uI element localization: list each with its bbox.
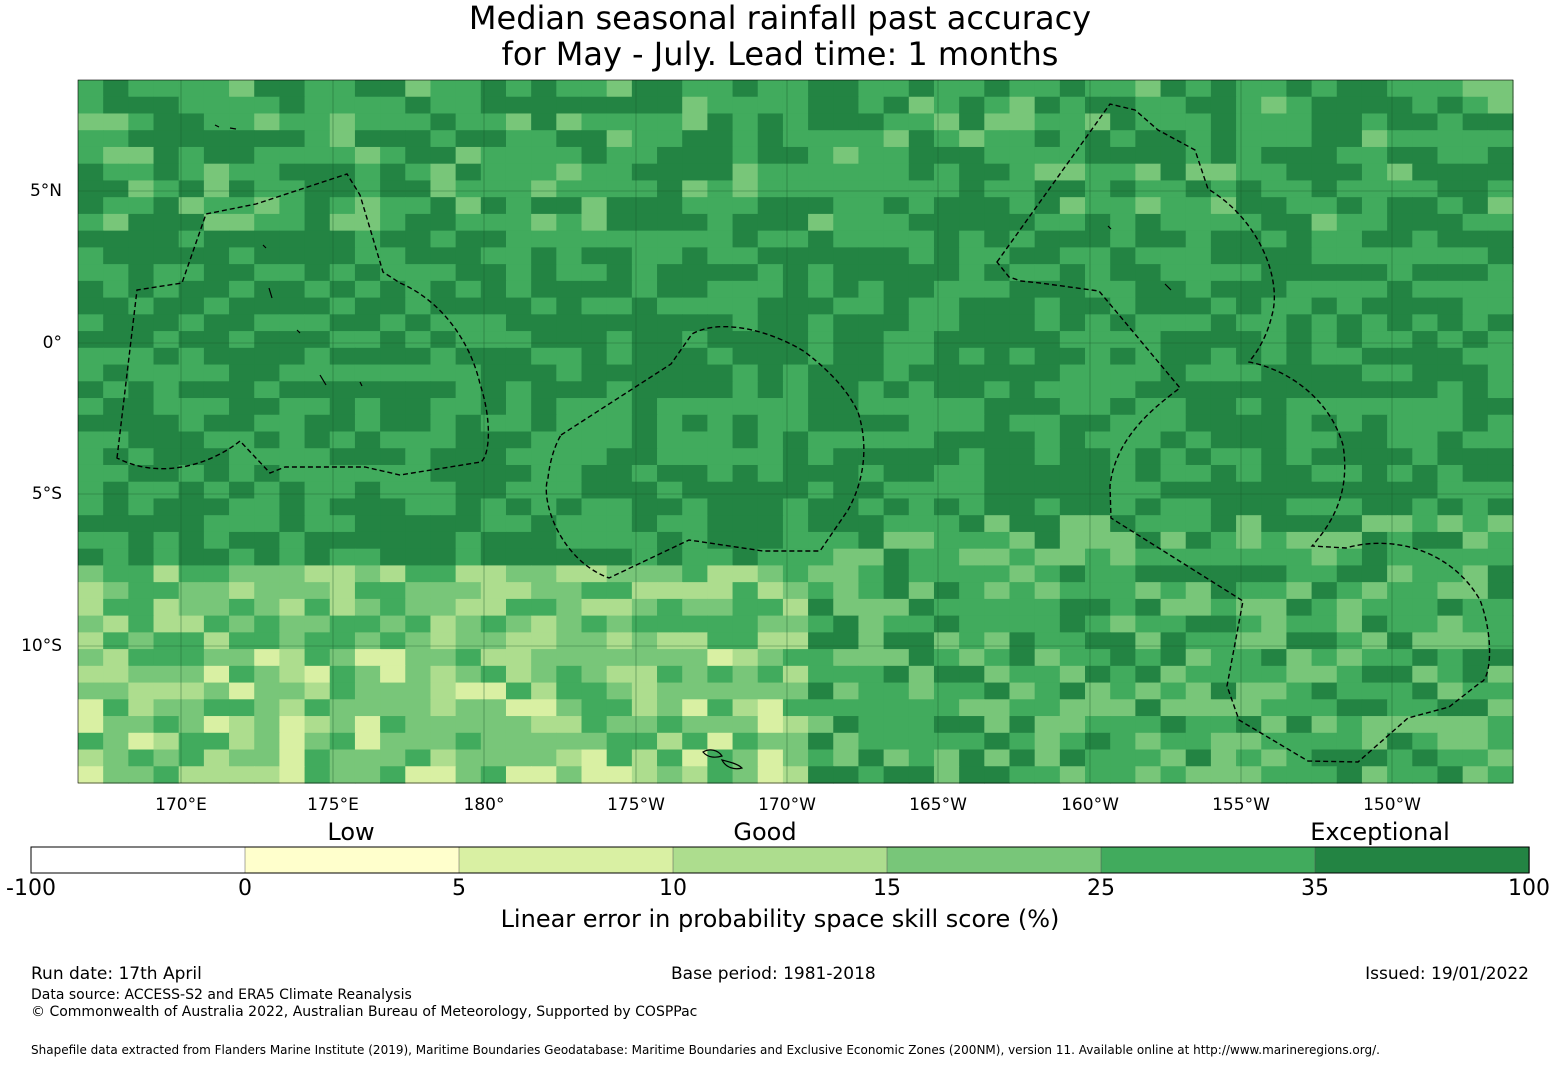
data-source: Data source: ACCESS-S2 and ERA5 Climate … (31, 987, 412, 1003)
colorbar-segment (672, 846, 888, 874)
colorbar-segment (244, 846, 460, 874)
map-frame (77, 79, 1514, 784)
colorbar-tick: 10 (659, 876, 687, 901)
colorbar-segment (1314, 846, 1530, 874)
islands-coastlines (214, 124, 1172, 770)
lat-label-10s: 10°S (21, 636, 62, 656)
colorbar-tick: 35 (1301, 876, 1329, 901)
map-title-line-2: for May - July. Lead time: 1 months (501, 35, 1059, 73)
colorbar-tick: -100 (6, 876, 56, 901)
colorbar-tick: 15 (873, 876, 901, 901)
shapefile-credit: Shapefile data extracted from Flanders M… (31, 1043, 1380, 1057)
lon-label-155w: 155°W (1212, 795, 1270, 815)
island-group-north (214, 124, 1172, 387)
lon-label-170e: 170°E (155, 795, 207, 815)
eez-boundaries (116, 103, 1491, 763)
lon-label-170w: 170°W (758, 795, 816, 815)
lat-label-5s: 5°S (31, 484, 62, 504)
category-exceptional: Exceptional (1310, 818, 1450, 846)
lat-label-5n: 5°N (29, 181, 62, 201)
colorbar-frame (30, 846, 1530, 874)
lon-label-175e: 175°E (307, 795, 359, 815)
run-date: Run date: 17th April (31, 964, 202, 984)
eez-boundary-east (996, 103, 1491, 763)
copyright-notice: © Commonwealth of Australia 2022, Austra… (31, 1004, 698, 1020)
lon-label-180: 180° (463, 795, 505, 815)
colorbar-segment (1100, 846, 1316, 874)
category-low: Low (327, 818, 375, 846)
map-title: Median seasonal rainfall past accuracy f… (0, 0, 1560, 72)
colorbar-tick: 0 (238, 876, 252, 901)
colorbar (30, 846, 1530, 874)
colorbar-tick: 5 (452, 876, 466, 901)
colorbar-segment (458, 846, 674, 874)
colorbar-tick: 25 (1087, 876, 1115, 901)
colorbar-segment (30, 846, 246, 874)
issued-date: Issued: 19/01/2022 (1365, 964, 1529, 984)
eez-boundary-central (545, 325, 865, 579)
category-good: Good (733, 818, 797, 846)
lon-label-175w: 175°W (607, 795, 665, 815)
graticule-lines (78, 80, 1513, 783)
colorbar-axis-title: Linear error in probability space skill … (500, 905, 1060, 933)
base-period: Base period: 1981-2018 (671, 964, 876, 984)
colorbar-tick: 100 (1508, 876, 1550, 901)
samoa-island-east (720, 759, 744, 770)
lat-label-0: 0° (42, 333, 62, 353)
lon-label-165w: 165°W (909, 795, 967, 815)
eez-boundary-west (116, 173, 490, 476)
map-title-line-1: Median seasonal rainfall past accuracy (468, 0, 1092, 37)
samoa-island (702, 749, 723, 758)
colorbar-segment (886, 846, 1102, 874)
skill-score-grid (78, 80, 1514, 784)
lon-label-160w: 160°W (1061, 795, 1119, 815)
lon-label-150w: 150°W (1363, 795, 1421, 815)
